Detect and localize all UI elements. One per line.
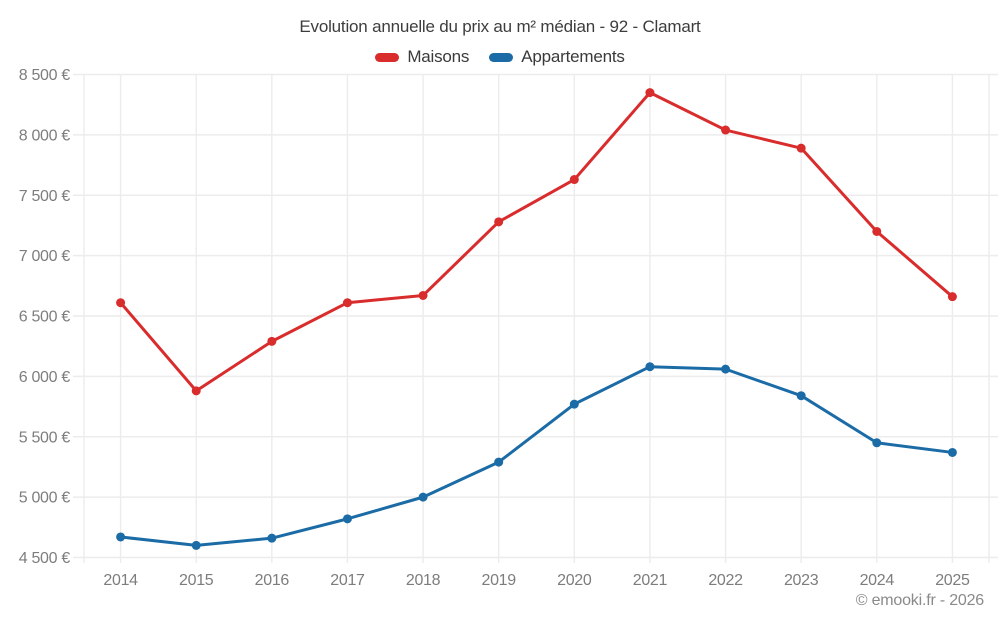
maisons-point-2014[interactable] xyxy=(116,298,126,308)
x-tick-label-2025: 2025 xyxy=(935,572,970,589)
x-tick-label-2020: 2020 xyxy=(557,572,592,589)
x-tick-label-2018: 2018 xyxy=(406,572,441,589)
maisons-line xyxy=(119,91,954,393)
appartements-point-2024[interactable] xyxy=(872,438,882,448)
maisons-point-2019[interactable] xyxy=(494,217,504,227)
footer-credit: © emooki.fr - 2026 xyxy=(855,592,984,609)
maisons-swatch-icon xyxy=(375,52,400,62)
chart-legend: Maisons Appartements xyxy=(0,46,1000,68)
y-tick-label-6000: 6 000 € xyxy=(19,369,71,386)
legend-item-maisons[interactable]: Maisons xyxy=(375,47,469,67)
maisons-point-2020[interactable] xyxy=(569,175,579,185)
y-tick-label-7500: 7 500 € xyxy=(19,188,71,205)
y-tick-label-4500: 4 500 € xyxy=(19,550,71,567)
appartements-line xyxy=(119,365,954,547)
maisons-point-2021[interactable] xyxy=(645,88,655,98)
appartements-point-2021[interactable] xyxy=(645,362,655,372)
y-tick-label-5500: 5 500 € xyxy=(19,429,71,446)
appartements-point-2022[interactable] xyxy=(721,364,731,374)
y-tick-label-8500: 8 500 € xyxy=(19,67,71,84)
maisons-point-2017[interactable] xyxy=(342,298,352,308)
x-tick-label-2024: 2024 xyxy=(860,572,895,589)
maisons-point-2018[interactable] xyxy=(418,290,428,300)
y-tick-label-7000: 7 000 € xyxy=(19,248,71,265)
chart-title: Evolution annuelle du prix au m² médian … xyxy=(299,17,701,36)
appartements-swatch-icon xyxy=(489,52,514,62)
y-tick-label-8000: 8 000 € xyxy=(19,127,71,144)
appartements-point-2019[interactable] xyxy=(494,457,504,467)
y-tick-label-5000: 5 000 € xyxy=(19,490,71,507)
appartements-point-2014[interactable] xyxy=(116,532,126,542)
maisons-point-2024[interactable] xyxy=(872,226,882,236)
legend-item-appartements[interactable]: Appartements xyxy=(489,47,625,67)
x-tick-label-2019: 2019 xyxy=(481,572,516,589)
appartements-point-2025[interactable] xyxy=(947,447,957,457)
x-tick-label-2014: 2014 xyxy=(103,572,138,589)
x-tick-label-2021: 2021 xyxy=(633,572,668,589)
maisons-point-2016[interactable] xyxy=(267,336,277,346)
appartements-point-2018[interactable] xyxy=(418,492,428,502)
appartements-point-2016[interactable] xyxy=(267,533,277,543)
x-tick-label-2017: 2017 xyxy=(330,572,365,589)
maisons-point-2023[interactable] xyxy=(796,143,806,153)
y-tick-label-6500: 6 500 € xyxy=(19,309,71,326)
x-tick-label-2022: 2022 xyxy=(708,572,743,589)
x-tick-label-2015: 2015 xyxy=(179,572,214,589)
appartements-point-2015[interactable] xyxy=(191,540,201,550)
x-tick-label-2023: 2023 xyxy=(784,572,819,589)
appartements-point-2023[interactable] xyxy=(796,391,806,401)
appartements-point-2017[interactable] xyxy=(342,514,352,524)
x-tick-label-2016: 2016 xyxy=(255,572,290,589)
appartements-point-2020[interactable] xyxy=(569,399,579,409)
maisons-point-2022[interactable] xyxy=(721,125,731,135)
legend-label-maisons: Maisons xyxy=(407,47,470,66)
maisons-point-2015[interactable] xyxy=(191,386,201,396)
legend-label-appartements: Appartements xyxy=(521,47,625,66)
maisons-point-2025[interactable] xyxy=(947,292,957,302)
